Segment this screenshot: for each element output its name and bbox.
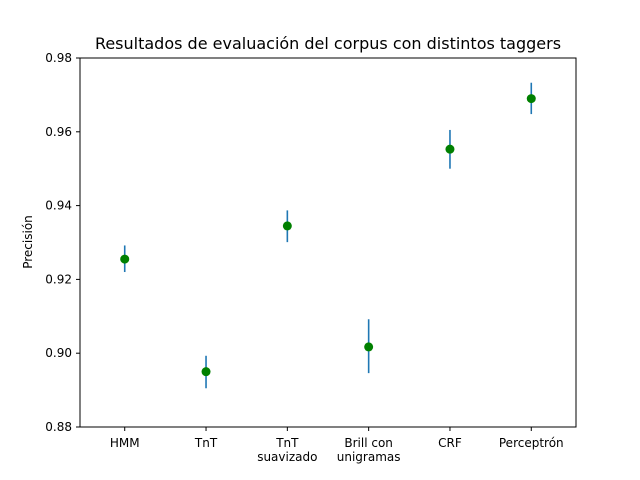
axes-frame <box>79 57 577 428</box>
y-axis-label: Precisión <box>21 215 35 269</box>
y-tick-label: 0.92 <box>45 272 72 286</box>
x-tick-label: CRF <box>438 436 462 450</box>
y-tick-label: 0.98 <box>45 51 72 65</box>
y-tick-label: 0.94 <box>45 199 72 213</box>
x-tick-label-line: CRF <box>438 436 462 450</box>
y-tick-label: 0.96 <box>45 125 72 139</box>
x-tick-label: Perceptrón <box>499 436 564 450</box>
data-point <box>445 144 455 154</box>
x-tick-label-line: unigramas <box>337 450 401 464</box>
x-tick-label: HMM <box>110 436 140 450</box>
x-tick-label-line: TnT <box>275 436 299 450</box>
x-tick-label: TnT suavizado <box>257 436 317 464</box>
chart-title: Resultados de evaluación del corpus con … <box>95 34 561 53</box>
x-tick-label-line: HMM <box>110 436 140 450</box>
data-point <box>526 94 536 104</box>
x-tick-label: TnT <box>194 436 218 450</box>
x-tick-label-line: TnT <box>194 436 218 450</box>
data-point <box>201 367 211 377</box>
x-tick-label-line: Perceptrón <box>499 436 564 450</box>
y-tick-label: 0.88 <box>45 420 72 434</box>
data-point <box>120 254 130 264</box>
data-point <box>282 221 292 231</box>
y-tick-label: 0.90 <box>45 346 72 360</box>
data-point <box>364 342 374 352</box>
x-tick-label-line: suavizado <box>257 450 317 464</box>
x-tick-label-line: Brill con <box>344 436 393 450</box>
x-tick-label: Brill con unigramas <box>337 436 401 464</box>
